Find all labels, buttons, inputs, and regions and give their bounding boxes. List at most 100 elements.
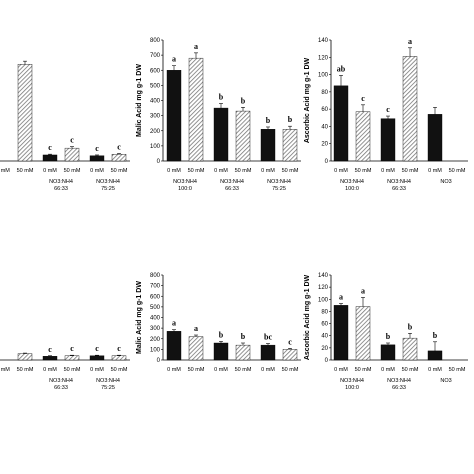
y-tick-label: 200: [150, 337, 161, 343]
y-tick-label: 200: [150, 129, 161, 135]
bar: [260, 344, 276, 361]
significance-letter: c: [386, 105, 390, 114]
significance-letter: b: [288, 115, 293, 124]
bar: [89, 155, 105, 162]
bar: [333, 85, 349, 162]
x-tick-label: 50 mM: [64, 367, 81, 373]
group-label: NO3:NH4: [267, 179, 291, 185]
x-tick-label: 0 mM: [428, 168, 442, 174]
y-tick-label: 100: [318, 297, 329, 303]
group-sublabel: 66:33: [54, 385, 68, 391]
y-tick-label: 500: [150, 83, 161, 89]
significance-letter: c: [117, 142, 121, 151]
y-tick-label: 0: [157, 159, 161, 165]
chart-panel: 0 100 200 300 400 500 600 700 800 Malic Acid mg g…: [136, 273, 301, 373]
group-label: NO3:NH4: [340, 179, 364, 185]
x-tick-label: 0 mM: [43, 168, 57, 174]
x-tick-label: 0 mM: [90, 367, 104, 373]
bar: [17, 63, 33, 162]
x-tick-label: 0 mM: [90, 168, 104, 174]
y-tick-label: 100: [150, 144, 161, 150]
chart-panel: 0 20 40 60 80 100 120 140 Ascorbic Acid mg g-1 D…: [304, 273, 468, 391]
significance-letter: c: [70, 344, 74, 353]
bar: [235, 110, 251, 162]
y-tick-label: 20: [321, 346, 328, 352]
group-label: NO3:NH4: [220, 179, 244, 185]
y-tick-label: 40: [321, 334, 328, 340]
significance-letter: b: [386, 332, 391, 341]
significance-letter: b: [219, 330, 224, 339]
group-label: NO3:NH4: [387, 378, 411, 384]
bar: [380, 344, 396, 361]
significance-letter: a: [172, 55, 176, 64]
y-tick-label: 100: [150, 347, 161, 353]
bar: [166, 70, 182, 162]
bar: [64, 147, 80, 162]
significance-letter: c: [48, 345, 52, 354]
y-tick-label: 700: [150, 284, 161, 290]
y-tick-label: 60: [321, 322, 328, 328]
x-tick-label: 0 mM: [167, 168, 181, 174]
bar: [380, 118, 396, 162]
x-tick-label: 0 mM: [381, 168, 395, 174]
group-label: NO3: [440, 378, 451, 384]
y-tick-label: 100: [318, 73, 329, 79]
y-tick-label: 300: [150, 114, 161, 120]
bar: [89, 355, 105, 361]
group-sublabel: 66:33: [392, 385, 406, 391]
y-tick-label: 300: [150, 326, 161, 332]
x-tick-label: 50 mM: [111, 367, 128, 373]
x-tick-label: 50 mM: [355, 168, 372, 174]
x-tick-label: 0 mM: [214, 367, 228, 373]
x-tick-label: 50 mM: [449, 168, 466, 174]
bar: [260, 129, 276, 162]
significance-letter: bc: [264, 333, 272, 342]
x-tick-label: 50 mM: [402, 168, 419, 174]
significance-letter: b: [241, 96, 246, 105]
x-tick-label: 50 mM: [235, 168, 252, 174]
group-sublabel: 66:33: [225, 186, 239, 192]
y-tick-label: 60: [321, 107, 328, 113]
group-sublabel: 66:33: [392, 186, 406, 192]
y-axis-label: Ascorbic Acid mg g-1 DW: [304, 57, 311, 143]
bar: [213, 342, 229, 361]
x-tick-label: 50 mM: [449, 367, 466, 373]
x-tick-label: 0 mM: [261, 367, 275, 373]
significance-letter: a: [172, 319, 176, 328]
significance-letter: b: [433, 331, 438, 340]
x-tick-label: 0 mM: [43, 367, 57, 373]
group-label: NO3:NH4: [387, 179, 411, 185]
x-tick-label: 50 mM: [188, 367, 205, 373]
x-tick-label: 50 mM: [188, 168, 205, 174]
bar: [42, 356, 58, 361]
group-label: NO3:NH4: [49, 179, 73, 185]
x-tick-label: 50 mM: [402, 367, 419, 373]
significance-letter: c: [48, 143, 52, 152]
x-tick-label: 50 mM: [111, 168, 128, 174]
bar: [427, 350, 443, 361]
group-label: NO3: [440, 179, 451, 185]
y-tick-label: 700: [150, 53, 161, 59]
group-label: NO3:NH4: [340, 378, 364, 384]
significance-letter: b: [408, 322, 413, 331]
group-label: NO3:NH4: [96, 179, 120, 185]
bar: [188, 336, 204, 361]
y-tick-label: 600: [150, 294, 161, 300]
bar: [355, 306, 371, 361]
significance-letter: ab: [337, 64, 346, 73]
x-tick-label: 50 mM: [235, 367, 252, 373]
y-tick-label: 80: [321, 309, 328, 315]
y-axis-label: Ascorbic Acid mg g-1 DW: [304, 274, 311, 360]
bar: [188, 57, 204, 162]
bar: [111, 153, 127, 162]
y-tick-label: 40: [321, 124, 328, 130]
bar: [17, 353, 33, 361]
significance-letter: a: [361, 286, 365, 295]
x-tick-label: 0 mM: [334, 367, 348, 373]
y-tick-label: 20: [321, 142, 328, 148]
x-tick-label: 50 mM: [282, 367, 299, 373]
